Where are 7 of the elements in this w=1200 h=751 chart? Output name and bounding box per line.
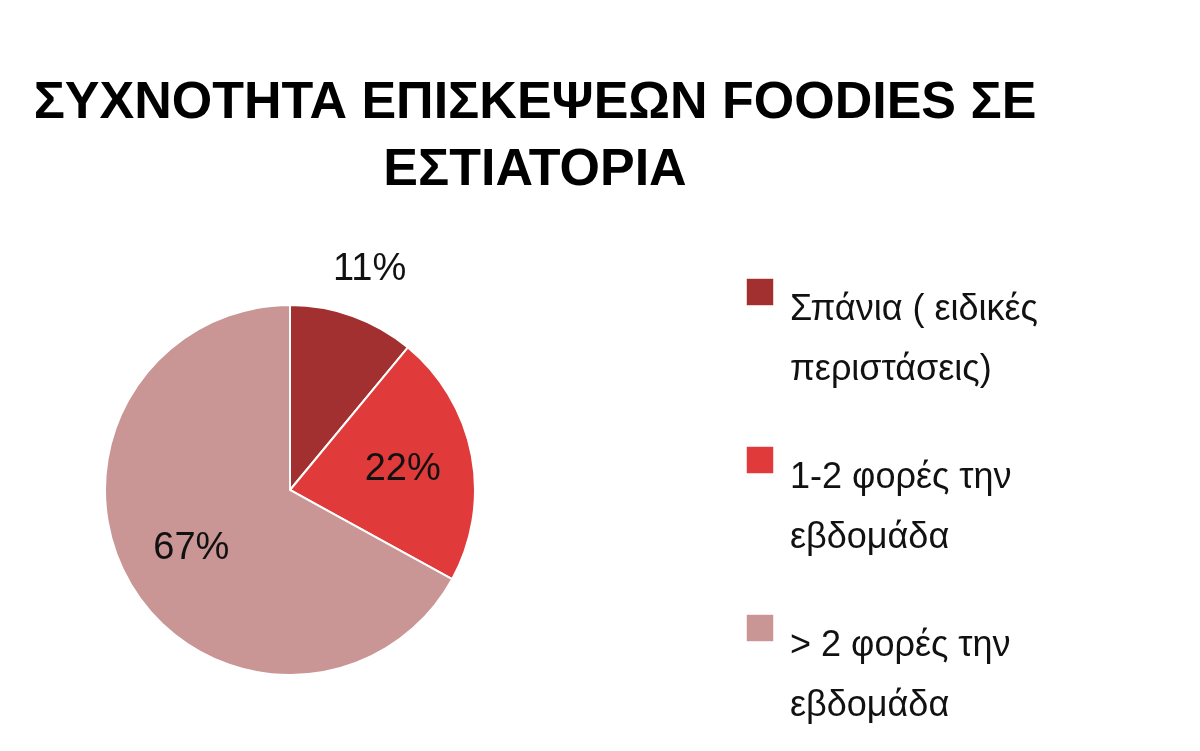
legend-label: Σπάνια ( ειδικές περιστάσεις)	[790, 287, 1038, 388]
data-label: 67%	[153, 525, 230, 568]
chart-title: ΣΥΧΝΟΤΗΤΑ ΕΠΙΣΚΕΨΕΩΝ FOODIES ΣΕ ΕΣΤΙΑΤΟΡΙΑ	[33, 70, 1037, 196]
data-label: 11%	[332, 245, 407, 288]
legend-label: 1-2 φορές την εβδομάδα	[790, 455, 1012, 556]
legend-label: > 2 φορές την εβδομάδα	[790, 623, 1011, 724]
data-label: 22%	[364, 445, 441, 488]
